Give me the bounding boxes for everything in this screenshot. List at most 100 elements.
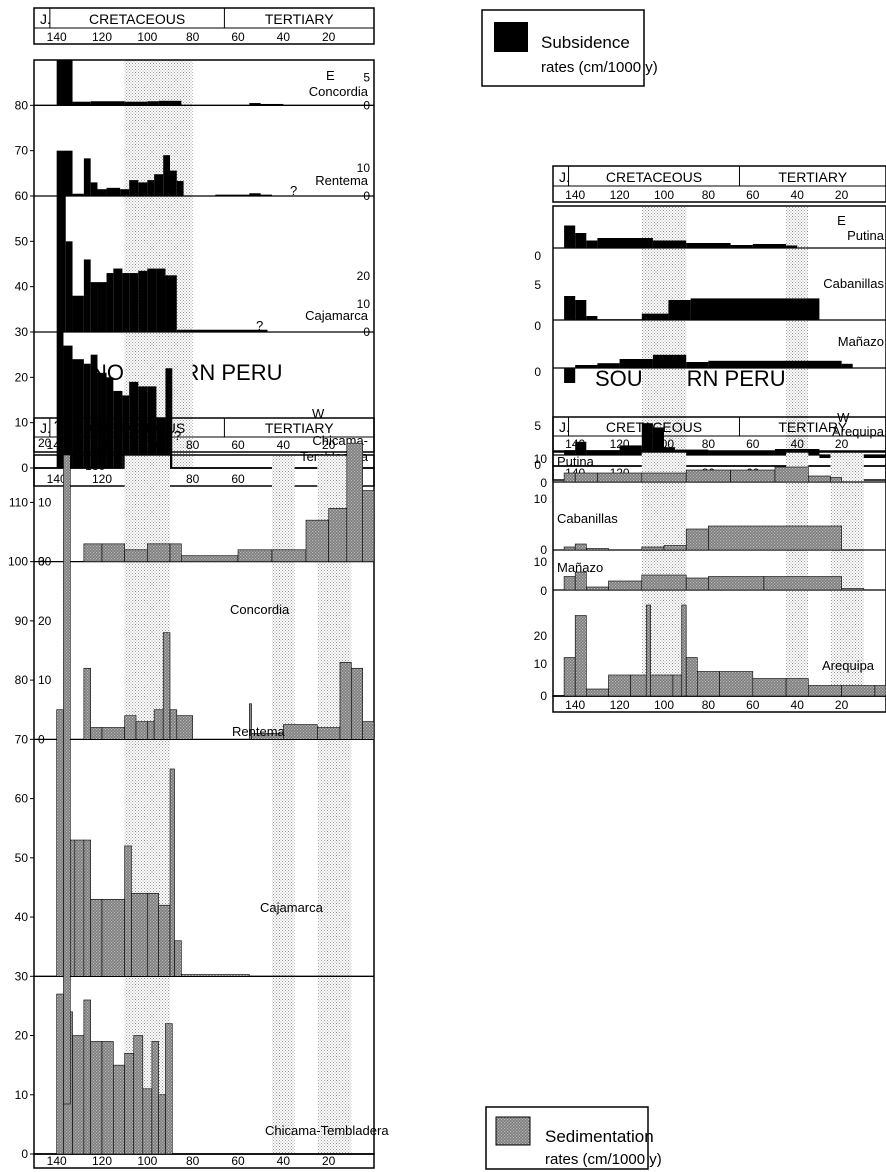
x-tick-top-40: 40	[791, 188, 805, 202]
south-sed-1-bar-5	[663, 545, 687, 551]
north-sub-3-bar-6	[106, 377, 114, 468]
series-label-1: Rentema	[315, 173, 369, 188]
north-sed-1-bar-6	[153, 709, 164, 740]
south-sed-3-bar-3	[608, 674, 632, 697]
north-sed-1-bar-14	[317, 727, 341, 740]
south-sub-0-bar-0	[564, 225, 576, 248]
south_subsidence-frame: 140 120 100 80 60 40 20 0 5 0 0 5 0 Putina Cabanillas M…	[534, 205, 886, 481]
north-sub-0-bar-2	[90, 101, 125, 106]
south-sed-3-bar-12	[752, 678, 787, 697]
question-mark-0: ?	[54, 418, 61, 433]
series-label-1: Cabanillas	[557, 511, 618, 526]
y-tick-30: 30	[15, 325, 29, 339]
series-label-0: Putina	[847, 228, 885, 243]
south-sub-1-bar-2	[586, 316, 598, 320]
north-sub-3-bar-1	[63, 345, 73, 468]
x-tick-bottom-20: 20	[322, 1154, 336, 1168]
north-sub-3-bar-3	[83, 363, 91, 468]
south-sed-1-bar-7	[708, 525, 842, 551]
north-sed-2-bar-8	[147, 893, 159, 977]
south-sub-2-bar-1	[575, 365, 598, 368]
x-tick-top-140: 140	[565, 188, 585, 202]
x-tick-top-80: 80	[186, 438, 200, 452]
south-sub-1-bar-1	[575, 300, 587, 320]
period-tertiary: TERTIARY	[778, 169, 847, 185]
north-sub-2-bar-9	[129, 273, 139, 332]
spike-bar	[63, 454, 71, 1105]
north-sub-3-bar-8	[122, 395, 130, 468]
south-sed-2-bar-7	[763, 576, 842, 591]
y-tick-80: 80	[15, 673, 29, 687]
south-sub-1-bar-4	[641, 313, 669, 320]
south-sed-0-bar-2	[597, 472, 643, 483]
north-sub-2-bar-6	[106, 273, 114, 332]
south-sed-0-bar-0	[563, 472, 576, 483]
north-sub-1-bar-1	[72, 193, 84, 196]
question-mark-1: ?	[84, 288, 91, 303]
north-sed-1-bar-7	[162, 632, 171, 740]
north-sub-2-bar-5	[97, 282, 107, 332]
south-sub-0-bar-5	[686, 243, 731, 248]
north-sed-1-bar-15	[339, 662, 352, 740]
north-sub-1-bar-2	[83, 158, 91, 196]
x-tick-top-140: 140	[47, 438, 67, 452]
north-sed-3-bar-6	[113, 1064, 125, 1155]
x-tick-bottom-40: 40	[791, 698, 805, 712]
header-frame	[552, 416, 886, 452]
north-sed-2-bar-4	[90, 898, 103, 977]
x-tick-bottom-140: 140	[47, 1154, 67, 1168]
north-sub-3-bar-7	[113, 390, 123, 468]
north-sed-1-bar-4	[135, 721, 148, 740]
shaded-band-1	[786, 206, 809, 466]
period-jurassic: J.	[559, 419, 570, 435]
south-sub-3-bar-1	[575, 441, 587, 455]
x-tick-top-100: 100	[654, 188, 674, 202]
south-sub-2-bar-3	[619, 359, 653, 368]
shaded-band-2	[317, 455, 352, 1154]
north-sed-2-bar-7	[131, 893, 148, 977]
legend-sedimentation: Sedimentation rates (cm/1000 y)	[485, 1106, 662, 1170]
south-sed-2-bar-6	[708, 576, 765, 591]
north-sed-0-bar-2	[124, 549, 148, 562]
north-sub-1-bar-15	[215, 194, 250, 196]
shaded-band-1	[786, 452, 809, 696]
question-mark-4: ?	[256, 318, 263, 333]
south-sub-0-bar-8	[786, 245, 798, 248]
y-tick-1: 0	[540, 476, 547, 490]
north-sed-0-bar-1	[101, 543, 125, 562]
north-sed-2-bar-12	[181, 974, 250, 977]
north-sed-1-bar-8	[169, 709, 178, 740]
caption-south: SOUTHERN PERU	[595, 366, 786, 391]
south-sed-2-bar-5	[685, 577, 709, 591]
north-sub-2-bar-4	[90, 282, 98, 332]
south-sed-0-bar-8	[830, 477, 842, 483]
south_sedimentation-header: J. CRETACEOUS TERTIARY 140 120 100 80 60 40 20	[552, 416, 886, 452]
x-tick-top-20: 20	[835, 437, 849, 451]
north-sub-1-bar-3	[90, 182, 98, 196]
period-cretaceous: CRETACEOUS	[606, 419, 702, 435]
north-sub-1-bar-5	[106, 187, 121, 196]
question-mark-3: ?	[290, 183, 297, 198]
north-sed-3-bar-9	[142, 1088, 153, 1155]
north-sed-2-bar-11	[174, 940, 182, 977]
south-sed-3-bar-7	[672, 674, 683, 697]
y-tick-20: 20	[15, 370, 29, 384]
series-label-1: Cabanillas	[823, 276, 884, 291]
period-jurassic: J.	[559, 169, 570, 185]
north-sed-1-bar-9	[176, 715, 193, 740]
y-tick-5: 0	[540, 584, 547, 598]
period-cretaceous: CRETACEOUS	[606, 169, 702, 185]
y-tick-4: 10	[534, 555, 548, 569]
north-sub-0-bar-8	[249, 103, 261, 106]
y-tick-90: 90	[15, 614, 29, 628]
north-sed-0-bar-7	[271, 549, 307, 562]
y-tick-0: 10	[534, 452, 548, 466]
north-sub-1-bar-7	[129, 180, 139, 196]
north-sub-1-bar-0	[56, 150, 73, 196]
x-tick-top-120: 120	[92, 30, 112, 44]
x-tick-bottom-100: 100	[137, 1154, 157, 1168]
series-label-1: Rentema	[232, 724, 286, 739]
y-tick-0: 0	[534, 249, 541, 263]
x-tick-bottom-40: 40	[277, 1154, 291, 1168]
